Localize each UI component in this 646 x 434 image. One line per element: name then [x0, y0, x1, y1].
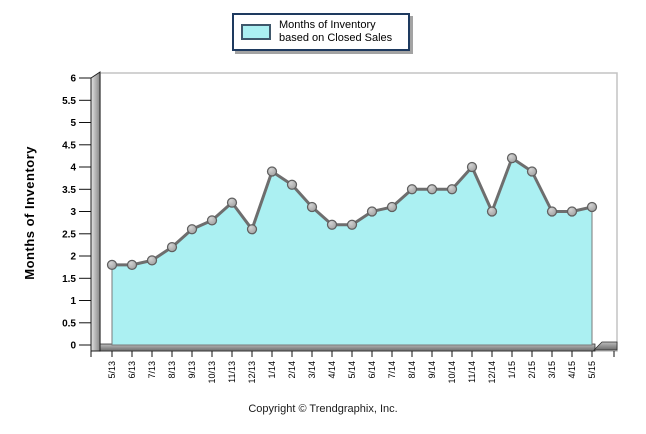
- x-tick-label: 12/14: [487, 361, 497, 384]
- x-tick-label: 2/15: [527, 361, 537, 379]
- legend: Months of Inventory based on Closed Sale…: [232, 13, 410, 51]
- y-tick-label: 6: [70, 74, 76, 85]
- x-tick-label: 5/13: [107, 361, 117, 379]
- y-tick-label: 1: [70, 296, 76, 307]
- data-point-marker: [246, 224, 258, 235]
- y-tick-label: 5: [70, 118, 76, 129]
- data-point-marker: [366, 206, 378, 217]
- y-tick-label: 4.5: [62, 140, 76, 151]
- y-tick-label: 0: [70, 341, 76, 352]
- x-tick-label: 6/14: [367, 361, 377, 379]
- y-tick-label: 2: [70, 252, 76, 263]
- x-tick-label: 7/14: [387, 361, 397, 379]
- x-tick-label: 4/15: [567, 361, 577, 379]
- x-tick-label: 11/13: [227, 361, 237, 383]
- y-axis: 0 0.5 1 1.5 2 2.5 3 3.5 4 4.5 5 5.5 6: [62, 74, 91, 352]
- data-point-marker: [386, 201, 398, 213]
- x-tick-label: 12/13: [247, 361, 257, 384]
- data-point-marker: [406, 184, 418, 195]
- data-point-marker: [226, 197, 238, 208]
- y-tick-label: 2.5: [62, 229, 76, 240]
- x-tick-label: 8/14: [407, 361, 417, 379]
- y-tick-label: 5.5: [62, 96, 76, 107]
- x-tick-label: 1/14: [267, 361, 277, 379]
- x-tick-label: 8/13: [167, 361, 177, 379]
- x-tick-label: 2/14: [287, 361, 297, 379]
- data-point-marker: [146, 255, 158, 266]
- y-tick-label: 4: [70, 163, 76, 174]
- x-tick-label: 7/13: [147, 361, 157, 379]
- x-tick-label: 3/15: [547, 361, 557, 379]
- copyright-text: Copyright © Trendgraphix, Inc.: [248, 403, 398, 415]
- y-tick-label: 1.5: [62, 274, 76, 285]
- data-point-marker: [186, 224, 198, 235]
- x-tick-label: 3/14: [307, 361, 317, 379]
- series-markers: [106, 152, 598, 271]
- data-point-marker: [346, 219, 358, 230]
- data-point-marker: [106, 259, 118, 271]
- data-point-marker: [166, 241, 178, 253]
- legend-swatch: [241, 24, 271, 40]
- data-point-marker: [286, 179, 298, 190]
- data-point-marker: [206, 215, 218, 226]
- legend-label: Months of Inventory based on Closed Sale…: [279, 19, 393, 44]
- x-tick-label: 1/15: [507, 361, 517, 379]
- data-point-marker: [526, 166, 538, 177]
- data-point-marker: [466, 161, 478, 173]
- data-point-marker: [326, 219, 338, 230]
- axis-wall: [90, 71, 101, 352]
- data-point-marker: [486, 206, 498, 217]
- data-point-marker: [126, 259, 138, 271]
- x-tick-label: 4/14: [327, 361, 337, 379]
- data-point-marker: [546, 206, 558, 217]
- data-point-marker: [306, 201, 318, 213]
- data-point-marker: [446, 184, 458, 195]
- x-tick-label: 9/14: [427, 361, 437, 379]
- x-tick-label: 5/14: [347, 361, 357, 379]
- x-tick-label: 11/14: [467, 361, 477, 383]
- data-point-marker: [566, 206, 578, 217]
- x-axis: 5/13 6/13 7/13 8/13 9/13 10/13 11/13 12/13 1/14 2…: [90, 351, 615, 384]
- x-tick-label: 10/13: [207, 361, 217, 384]
- y-tick-label: 3.5: [62, 185, 76, 196]
- x-tick-label: 10/14: [447, 361, 457, 384]
- data-point-marker: [586, 201, 598, 213]
- y-tick-label: 3: [70, 207, 76, 218]
- y-tick-label: 0.5: [62, 318, 76, 329]
- data-point-marker: [266, 166, 278, 177]
- data-point-marker: [426, 184, 438, 195]
- data-point-marker: [506, 152, 518, 164]
- y-axis-title: Months of Inventory: [22, 146, 37, 280]
- x-tick-label: 6/13: [127, 361, 137, 379]
- axis-floor-right-foot: [593, 341, 618, 351]
- x-tick-label: 5/15: [587, 361, 597, 379]
- x-tick-label: 9/13: [187, 361, 197, 379]
